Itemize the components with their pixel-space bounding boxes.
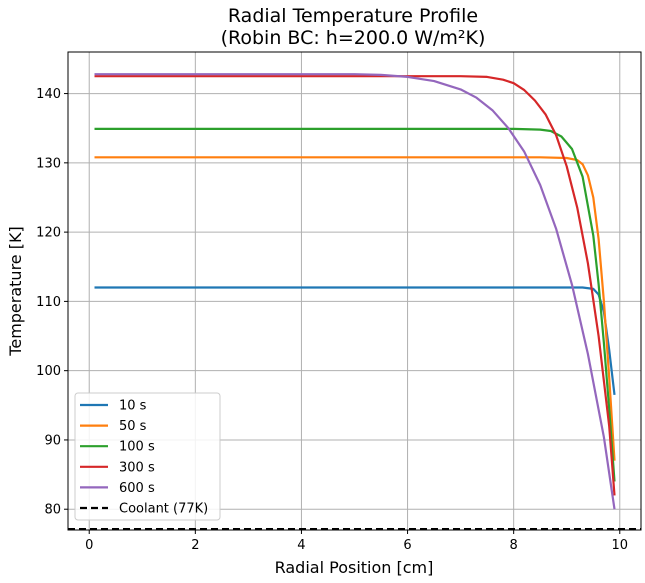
y-tick-label: 110 (36, 295, 61, 310)
y-tick-label: 130 (36, 156, 61, 171)
legend-label-1: 10 s (119, 399, 147, 414)
x-tick-label: 10 (612, 538, 629, 553)
legend-label-2: 50 s (119, 419, 147, 434)
x-tick-label: 8 (510, 538, 518, 553)
chart-title-line2: (Robin BC: h=200.0 W/m²K) (221, 27, 486, 49)
x-tick-label: 4 (297, 538, 305, 553)
chart-title-line1: Radial Temperature Profile (228, 5, 478, 27)
y-tick-label: 80 (44, 503, 61, 518)
y-tick-label: 90 (44, 433, 61, 448)
series-line-5 (94, 73, 616, 510)
series-line-4 (94, 75, 616, 496)
legend: 10 s 50 s 100 s 300 s 600 s Coolant (77K) (74, 392, 221, 521)
legend-label-5: 600 s (119, 481, 155, 496)
plot-area-frame (67, 51, 642, 531)
y-tick-label: 140 (36, 87, 61, 102)
legend-label-6: Coolant (77K) (119, 502, 208, 517)
series-line-3 (94, 127, 616, 482)
legend-box (74, 392, 221, 521)
y-tick-label: 120 (36, 226, 61, 241)
y-tick-label: 100 (36, 364, 61, 379)
series-line-2 (94, 156, 616, 461)
x-axis-label: Radial Position [cm] (275, 558, 434, 577)
grid (68, 52, 641, 530)
plot-lines (68, 73, 641, 530)
y-axis-label: Temperature [K] (6, 226, 25, 356)
x-tick-label: 0 (85, 538, 93, 553)
series-line-1 (94, 286, 616, 396)
x-tick-label: 6 (403, 538, 411, 553)
legend-label-4: 300 s (119, 460, 155, 475)
legend-label-3: 100 s (119, 440, 155, 455)
axis-ticks: 0 2 4 6 8 10 80 90 100 110 120 130 140 (36, 87, 628, 553)
x-tick-label: 2 (191, 538, 199, 553)
